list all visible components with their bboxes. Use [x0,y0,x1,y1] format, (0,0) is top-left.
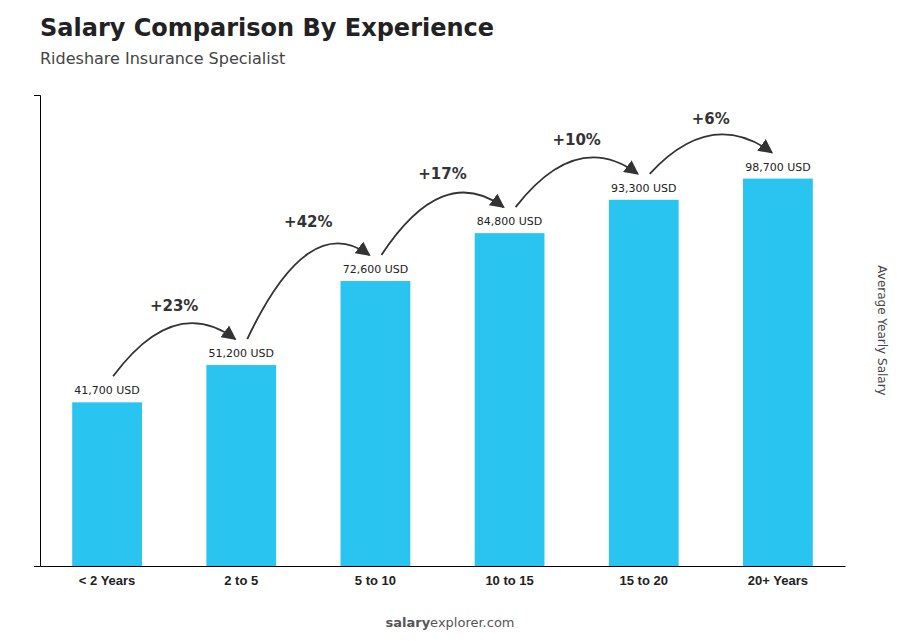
x-axis-domain [41,566,846,567]
annotation-arrow [113,323,235,376]
bars [72,179,813,566]
subtitle: Rideshare Insurance Specialist [40,49,285,68]
data-label: 51,200 USD [209,347,275,360]
annotation: +10% [552,131,600,149]
x-axis: < 2 Years 2 to 5 5 to 10 10 to 15 15 to 20 20… [41,566,846,588]
bar [475,233,545,566]
annotation: +17% [418,165,466,183]
y-axis-domain [34,96,41,567]
x-tick: 10 to 15 [485,566,533,588]
x-tick: 20+ Years [748,566,808,588]
footer-part: explorer.com [430,615,514,630]
data-label: 84,800 USD [477,215,543,228]
annotation-arrow [381,192,503,255]
x-tick-label: 5 to 10 [355,573,396,588]
x-tick: 15 to 20 [620,566,668,588]
x-tick: < 2 Years [79,566,136,588]
x-tick-label: 10 to 15 [485,573,533,588]
annotation: +6% [692,110,730,128]
bar [341,281,411,566]
data-label: 98,700 USD [745,161,811,174]
data-labels: 41,700 USD 51,200 USD 72,600 USD 84,800 USD… [74,161,810,398]
y-axis [34,96,41,567]
bar [206,365,276,566]
footer-part: salary [385,615,430,630]
y-axis-label: Average Yearly Salary [875,265,889,395]
annotation-arrow [247,243,369,339]
annotation-arrow [650,134,772,173]
x-tick: 5 to 10 [355,566,396,588]
x-tick-label: < 2 Years [79,573,136,588]
x-tick: 2 to 5 [224,566,258,588]
x-tick-label: 20+ Years [748,573,808,588]
data-label: 72,600 USD [343,263,409,276]
bar [72,402,142,566]
title: Salary Comparison By Experience [40,14,494,42]
chart: Salary Comparison By Experience Rideshare… [0,0,900,641]
x-tick-label: 15 to 20 [620,573,668,588]
annotations: +23% +42% +17% +10% +6% [113,110,772,376]
annotation-arrow [516,157,638,207]
plot: < 2 Years 2 to 5 5 to 10 10 to 15 15 to 20 20… [34,96,846,589]
annotation: +23% [150,297,198,315]
bar [609,200,679,566]
x-tick-label: 2 to 5 [224,573,258,588]
data-label: 41,700 USD [74,384,140,397]
footer: salaryexplorer.com [385,615,514,630]
annotation: +42% [284,213,332,231]
bar [743,179,813,566]
data-label: 93,300 USD [611,182,677,195]
